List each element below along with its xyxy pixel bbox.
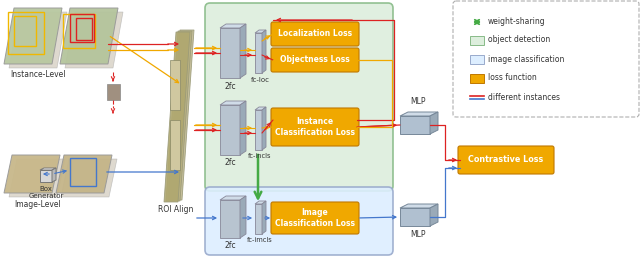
FancyBboxPatch shape [453, 1, 639, 117]
Bar [170, 120, 180, 170]
Polygon shape [168, 30, 194, 200]
Text: MLP: MLP [410, 97, 426, 106]
Text: Contrastive Loss: Contrastive Loss [468, 156, 543, 165]
Text: weight-sharing: weight-sharing [488, 18, 546, 27]
FancyBboxPatch shape [205, 3, 393, 191]
Polygon shape [400, 112, 438, 116]
Text: 2fc: 2fc [224, 241, 236, 250]
Polygon shape [255, 201, 266, 204]
Bar [8, 12, 44, 54]
Text: object detection: object detection [488, 36, 550, 44]
Polygon shape [255, 107, 266, 110]
Bar [40, 170, 52, 182]
Text: 2fc: 2fc [224, 158, 236, 167]
Bar [107, 84, 120, 100]
Polygon shape [220, 101, 246, 105]
Bar [255, 110, 262, 150]
Bar [255, 204, 262, 234]
Text: fc-incls: fc-incls [248, 153, 272, 159]
Text: Localization Loss: Localization Loss [278, 29, 352, 38]
Bar [14, 16, 36, 46]
Bar [400, 116, 430, 134]
Polygon shape [4, 8, 62, 64]
Text: fc-imcls: fc-imcls [247, 237, 273, 243]
Text: Instance-Level: Instance-Level [10, 70, 66, 79]
FancyBboxPatch shape [271, 202, 359, 234]
Polygon shape [164, 32, 190, 202]
Polygon shape [262, 201, 266, 234]
Bar [76, 18, 92, 40]
Polygon shape [220, 196, 246, 200]
Polygon shape [240, 196, 246, 238]
Polygon shape [220, 24, 246, 28]
FancyBboxPatch shape [271, 108, 359, 146]
Text: MLP: MLP [410, 230, 426, 239]
Polygon shape [52, 168, 56, 182]
Text: Instance
Classification Loss: Instance Classification Loss [275, 117, 355, 137]
Text: Image-Level: Image-Level [15, 200, 61, 209]
Text: Box
Generator: Box Generator [28, 186, 64, 199]
Polygon shape [65, 12, 123, 68]
Bar [220, 28, 240, 78]
FancyBboxPatch shape [271, 48, 359, 72]
Polygon shape [60, 8, 118, 64]
Polygon shape [262, 30, 266, 73]
Text: image classification: image classification [488, 54, 564, 63]
Bar [470, 74, 484, 83]
Polygon shape [40, 168, 56, 170]
FancyBboxPatch shape [458, 146, 554, 174]
Text: 2fc: 2fc [224, 82, 236, 91]
Polygon shape [9, 159, 65, 197]
FancyBboxPatch shape [205, 187, 393, 255]
Polygon shape [56, 155, 112, 193]
Polygon shape [430, 112, 438, 134]
Text: loss function: loss function [488, 74, 537, 83]
Text: fc-loc: fc-loc [250, 77, 269, 83]
Bar [220, 105, 240, 155]
Bar [70, 158, 96, 186]
Bar [63, 14, 95, 48]
Polygon shape [240, 24, 246, 78]
Bar [470, 55, 484, 64]
Text: Image
Classification Loss: Image Classification Loss [275, 208, 355, 228]
Text: ROI Align: ROI Align [158, 205, 194, 214]
Polygon shape [4, 155, 60, 193]
Bar [170, 60, 180, 110]
Bar [470, 36, 484, 45]
Polygon shape [61, 159, 117, 197]
Bar [70, 14, 94, 42]
Polygon shape [255, 30, 266, 33]
Text: different instances: different instances [488, 93, 560, 101]
Polygon shape [9, 12, 67, 68]
Polygon shape [240, 101, 246, 155]
Text: Objectness Loss: Objectness Loss [280, 55, 350, 64]
Polygon shape [166, 31, 192, 201]
Polygon shape [430, 204, 438, 226]
FancyBboxPatch shape [271, 22, 359, 46]
Bar [255, 33, 262, 73]
Polygon shape [400, 204, 438, 208]
Bar [400, 208, 430, 226]
Bar [220, 200, 240, 238]
Polygon shape [262, 107, 266, 150]
